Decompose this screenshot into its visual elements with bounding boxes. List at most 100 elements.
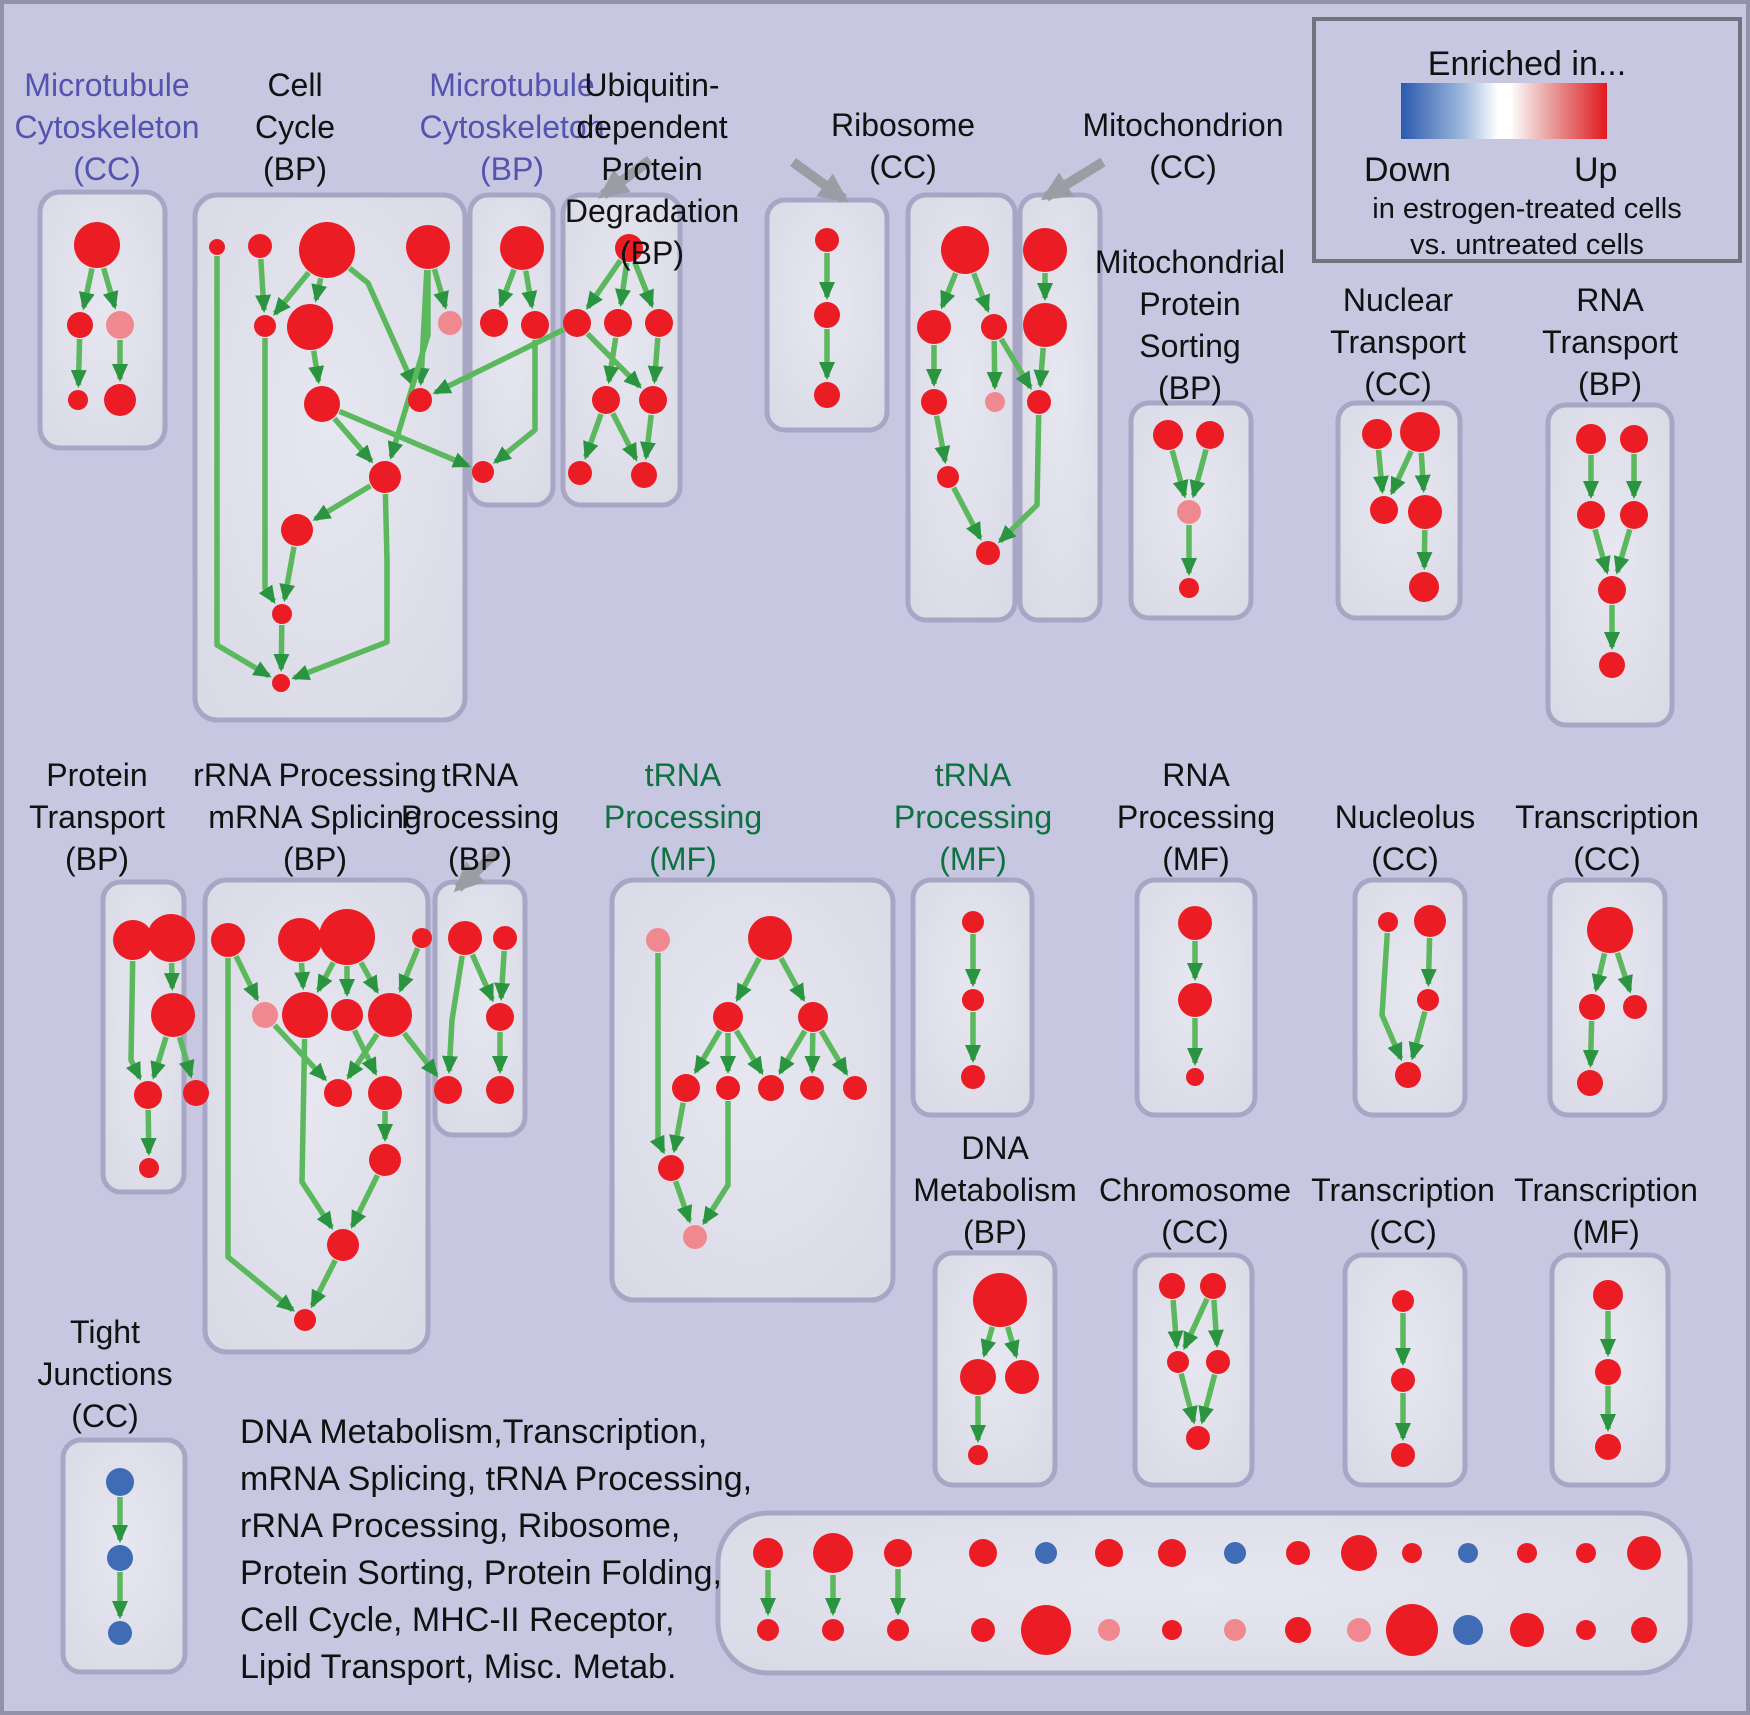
edge-protein-transport-bp-4: [140, 1109, 157, 1156]
node-unclustered-bottom-11: [1453, 1615, 1483, 1645]
node-tight-junctions-cc-1: [107, 1545, 133, 1571]
edge-nuclear-transport-cc-2: [1414, 452, 1431, 493]
node-microtubule-cytoskeleton-cc-3: [68, 390, 88, 410]
node-unclustered-top-3: [969, 1539, 997, 1567]
node-protein-transport-bp-3: [134, 1081, 162, 1109]
node-trna-processing-bp-2: [486, 1003, 514, 1031]
node-chromosome-cc-2: [1167, 1351, 1189, 1373]
node-mitochondrion-cc-2: [1027, 390, 1051, 414]
node-rrna-processing-mrna-splicing-bp-8: [324, 1079, 352, 1107]
node-dna-metabolism-bp-1: [960, 1359, 996, 1395]
cluster-box-chromosome-cc: [1132, 1252, 1255, 1488]
node-cell-cycle-bp-10: [281, 514, 313, 546]
edge-rna-transport-bp-2: [1592, 528, 1611, 575]
edge-trna-processing-bp-1: [469, 953, 495, 1003]
node-mitochondrial-protein-sorting-bp-3: [1179, 578, 1199, 598]
node-unclustered-top-14: [1627, 1536, 1661, 1570]
node-unclustered-top-2: [884, 1539, 912, 1567]
edge-rrna-processing-mrna-splicing-bp-9: [346, 1032, 380, 1080]
node-mitochondrial-protein-sorting-bp-0: [1153, 420, 1183, 450]
edge-trna-processing-mf-large-7: [818, 1029, 849, 1076]
edge-ubiquitin-dependent-protein-degradation-bp-8: [639, 414, 656, 461]
node-microtubule-cytoskeleton-cc-4: [104, 384, 136, 416]
node-rrna-processing-mrna-splicing-bp-12: [294, 1309, 316, 1331]
node-rrna-processing-mrna-splicing-bp-10: [369, 1144, 401, 1176]
edge-rrna-processing-mrna-splicing-bp-1: [225, 958, 295, 1313]
node-ubiquitin-dependent-protein-degradation-bp-0: [615, 234, 643, 262]
legend-title: Enriched in...: [1427, 45, 1627, 83]
edge-nucleolus-cc-0: [1379, 932, 1404, 1062]
cross-cluster-edge-1: [338, 408, 472, 469]
node-ubiquitin-dependent-protein-degradation-bp-5: [639, 386, 667, 414]
node-transcription-cc-middle-2: [1623, 995, 1647, 1019]
edge-ubiquitin-dependent-protein-degradation-bp-2: [632, 260, 655, 309]
node-unclustered-top-12: [1517, 1543, 1537, 1563]
edge-rna-transport-bp-3: [1613, 528, 1633, 575]
edge-ribosome-cc-0: [939, 272, 959, 310]
node-rna-transport-bp-0: [1576, 424, 1606, 454]
node-microtubule-cytoskeleton-bp-1: [480, 309, 508, 337]
node-rna-transport-bp-3: [1620, 501, 1648, 529]
edge-microtubule-cytoskeleton-bp-0: [498, 268, 517, 309]
node-mitochondrion-cc-0: [1023, 228, 1067, 272]
label-pointer-arrow-2: [1040, 157, 1106, 202]
node-nuclear-transport-cc-0: [1362, 419, 1392, 449]
node-cell-cycle-bp-9: [369, 461, 401, 493]
node-trna-processing-mf-small-0: [962, 911, 984, 933]
edge-rrna-processing-mrna-splicing-bp-6: [397, 947, 421, 993]
node-unclustered-bottom-7: [1224, 1619, 1246, 1641]
node-unclustered-bottom-10: [1386, 1604, 1438, 1656]
edge-cell-cycle-bp-12: [279, 546, 297, 603]
node-trna-processing-bp-1: [493, 926, 517, 950]
node-trna-processing-mf-large-2: [713, 1002, 743, 1032]
edge-rrna-processing-mrna-splicing-bp-5: [358, 961, 380, 995]
cluster-box-unclustered-terms: [715, 1510, 1693, 1676]
node-cell-cycle-bp-4: [254, 315, 276, 337]
edge-transcription-cc-middle-0: [1591, 952, 1608, 993]
node-rna-processing-mf-2: [1186, 1068, 1204, 1086]
cluster-box-transcription-cc-middle: [1547, 877, 1668, 1118]
node-nucleolus-cc-3: [1395, 1062, 1421, 1088]
node-cell-cycle-bp-5: [287, 304, 333, 350]
node-nucleolus-cc-1: [1414, 905, 1446, 937]
node-trna-processing-mf-small-2: [961, 1065, 985, 1089]
node-nuclear-transport-cc-2: [1370, 496, 1398, 524]
edge-ribosome-cc-3: [986, 340, 1003, 390]
node-mitochondrial-protein-sorting-bp-2: [1177, 500, 1201, 524]
edge-cell-cycle-bp-8: [308, 350, 325, 385]
node-trna-processing-mf-large-0: [646, 928, 670, 952]
node-trna-processing-mf-large-3: [798, 1002, 828, 1032]
cross-cluster-edge-3: [997, 414, 1042, 544]
edge-trna-processing-mf-large-0: [734, 957, 762, 1002]
node-ubiquitin-degradation-second-box-1: [814, 302, 840, 328]
cluster-box-nucleolus-cc: [1352, 877, 1468, 1118]
edge-protein-transport-bp-2: [150, 1036, 169, 1080]
node-unclustered-bottom-9: [1347, 1618, 1371, 1642]
node-dna-metabolism-bp-2: [1005, 1360, 1039, 1394]
node-unclustered-top-9: [1341, 1535, 1377, 1571]
node-unclustered-top-7: [1224, 1542, 1246, 1564]
edge-protein-transport-bp-3: [176, 1036, 195, 1079]
node-protein-transport-bp-0: [113, 920, 153, 960]
cross-cluster-edge-0: [432, 327, 565, 395]
edge-mitochondrial-protein-sorting-bp-0: [1169, 449, 1189, 499]
cross-cluster-edge-2: [998, 337, 1033, 390]
edge-microtubule-cytoskeleton-cc-2: [70, 338, 87, 388]
edge-ribosome-cc-5: [951, 486, 983, 541]
node-unclustered-top-11: [1458, 1543, 1478, 1563]
edge-transcription-cc-middle-1: [1614, 951, 1633, 994]
node-unclustered-top-1: [813, 1533, 853, 1573]
node-cell-cycle-bp-7: [304, 386, 340, 422]
node-unclustered-bottom-0: [757, 1619, 779, 1641]
edge-microtubule-cytoskeleton-bp-1: [521, 270, 538, 310]
legend-up-label: Up: [1574, 151, 1618, 189]
node-protein-transport-bp-5: [139, 1158, 159, 1178]
node-unclustered-bottom-2: [887, 1619, 909, 1641]
edge-ubiquitin-dependent-protein-degradation-bp-7: [610, 412, 639, 462]
node-cell-cycle-bp-2: [299, 222, 355, 278]
cluster-box-dna-metabolism-bp: [932, 1250, 1058, 1488]
node-transcription-mf-0: [1593, 1280, 1623, 1310]
node-unclustered-top-13: [1576, 1543, 1596, 1563]
edge-chromosome-cc-3: [1178, 1372, 1198, 1425]
edge-ribosome-cc-1: [971, 272, 991, 314]
